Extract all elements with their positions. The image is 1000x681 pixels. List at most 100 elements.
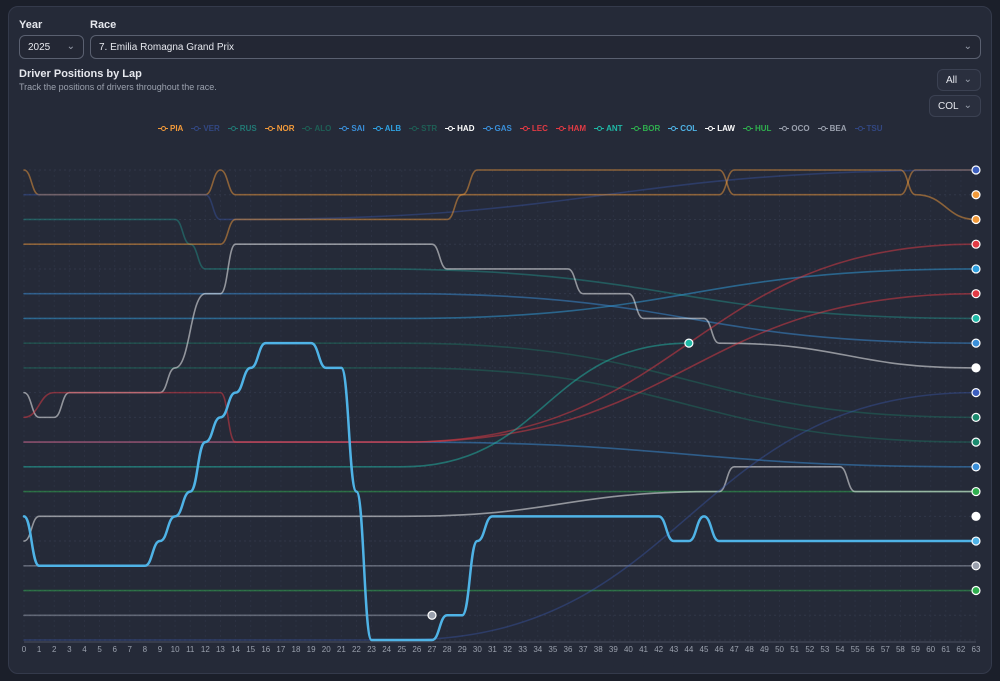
filter-all-select[interactable]: All ⌄: [937, 69, 981, 91]
year-label: Year: [19, 19, 43, 31]
chart-title: Driver Positions by Lap: [19, 68, 142, 80]
x-tick-label: 22: [352, 645, 361, 654]
x-tick-label: 60: [926, 645, 935, 654]
x-tick-label: 45: [700, 645, 709, 654]
series-line-alo: [23, 342, 977, 419]
year-select[interactable]: 2025 ⌄: [19, 35, 84, 59]
legend-swatch: [409, 125, 420, 132]
legend-label: ANT: [606, 124, 623, 133]
legend-label: ALO: [314, 124, 332, 133]
end-marker-bor: [971, 486, 981, 497]
race-select[interactable]: 7. Emilia Romagna Grand Prix ⌄: [90, 35, 981, 59]
legend-item-ver[interactable]: VER: [191, 124, 220, 133]
end-marker-gas: [971, 462, 981, 472]
legend-swatch: [227, 125, 238, 132]
legend-item-col[interactable]: COL: [668, 124, 697, 133]
x-tick-label: 46: [715, 645, 724, 654]
end-markers: [427, 165, 981, 620]
x-tick-label: 26: [412, 645, 421, 654]
x-tick-label: 14: [231, 645, 240, 654]
series-lines: [22, 169, 978, 642]
legend-item-tsu[interactable]: TSU: [854, 124, 883, 133]
end-marker-alo: [971, 412, 981, 422]
legend-swatch: [445, 125, 456, 132]
filter-all-value: All: [946, 74, 958, 86]
x-tick-label: 52: [805, 645, 814, 654]
x-tick-label: 42: [654, 645, 663, 654]
legend-label: TSU: [866, 124, 883, 133]
end-marker-col: [971, 536, 981, 546]
legend-label: BEA: [829, 124, 847, 133]
legend-item-hul[interactable]: HUL: [742, 124, 772, 133]
end-marker-str: [971, 437, 981, 447]
race-label: Race: [90, 19, 117, 31]
x-tick-label: 61: [941, 645, 950, 654]
legend-item-law[interactable]: LAW: [705, 124, 735, 133]
x-tick-label: 53: [820, 645, 829, 654]
x-tick-label: 50: [775, 645, 784, 654]
x-tick-label: 12: [201, 645, 210, 654]
legend-item-lec[interactable]: LEC: [519, 124, 548, 133]
end-marker-ham: [971, 239, 981, 249]
legend-item-str[interactable]: STR: [409, 124, 437, 133]
end-marker-had: [971, 363, 981, 373]
x-tick-label: 13: [216, 645, 225, 654]
x-tick-label: 40: [624, 645, 633, 654]
legend-item-alb[interactable]: ALB: [372, 124, 402, 133]
x-tick-label: 24: [382, 645, 391, 654]
x-tick-label: 32: [503, 645, 512, 654]
x-tick-label: 35: [548, 645, 557, 654]
legend-item-pia[interactable]: PIA: [158, 124, 183, 133]
legend-label: HAM: [567, 124, 587, 133]
end-marker-law: [971, 511, 981, 521]
x-tick-label: 37: [579, 645, 588, 654]
series-line-nor: [23, 169, 977, 246]
legend-item-ham[interactable]: HAM: [555, 124, 587, 133]
legend-item-ant[interactable]: ANT: [594, 124, 623, 133]
x-tick-label: 9: [158, 645, 163, 654]
legend-item-had[interactable]: HAD: [445, 124, 475, 133]
series-line-had: [23, 243, 977, 419]
end-marker-nor: [971, 214, 981, 225]
x-tick-label: 11: [186, 645, 195, 654]
driver-select-value: COL: [938, 100, 959, 112]
legend-item-bea[interactable]: BEA: [817, 124, 847, 133]
legend-swatch: [372, 125, 383, 132]
series-line-ver: [23, 169, 977, 221]
end-marker-tsu: [971, 388, 981, 398]
x-tick-label: 16: [261, 645, 270, 654]
x-tick-label: 27: [428, 645, 437, 654]
legend-swatch: [630, 125, 641, 132]
x-tick-label: 44: [684, 645, 693, 654]
end-marker-ver: [971, 165, 981, 175]
x-tick-label: 31: [488, 645, 497, 654]
x-tick-label: 29: [458, 645, 467, 654]
legend-item-bor[interactable]: BOR: [630, 124, 660, 133]
x-tick-label: 19: [307, 645, 316, 654]
legend-item-rus[interactable]: RUS: [227, 124, 257, 133]
series-line-ant: [23, 342, 690, 468]
series-line-str: [23, 367, 977, 443]
legend-label: LAW: [717, 124, 735, 133]
legend-swatch: [817, 125, 828, 132]
legend-label: ALB: [384, 124, 402, 133]
end-marker-ant: [684, 338, 694, 348]
chevron-down-icon: ⌄: [963, 41, 972, 52]
driver-select[interactable]: COL ⌄: [929, 95, 981, 117]
x-tick-label: 63: [972, 645, 981, 654]
legend-label: HUL: [754, 124, 772, 133]
end-marker-bea: [427, 610, 437, 620]
series-line-sai: [23, 292, 977, 344]
legend-item-nor[interactable]: NOR: [264, 124, 294, 133]
x-tick-label: 2: [52, 645, 57, 654]
legend-item-oco[interactable]: OCO: [779, 124, 810, 133]
legend-item-gas[interactable]: GAS: [482, 124, 512, 133]
x-tick-label: 20: [322, 645, 331, 654]
x-tick-label: 62: [956, 645, 965, 654]
legend-item-sai[interactable]: SAI: [339, 124, 365, 133]
grid-lines: [23, 169, 977, 643]
legend-item-alo[interactable]: ALO: [302, 124, 331, 133]
x-tick-label: 56: [866, 645, 875, 654]
chevron-down-icon: ⌄: [963, 74, 972, 85]
